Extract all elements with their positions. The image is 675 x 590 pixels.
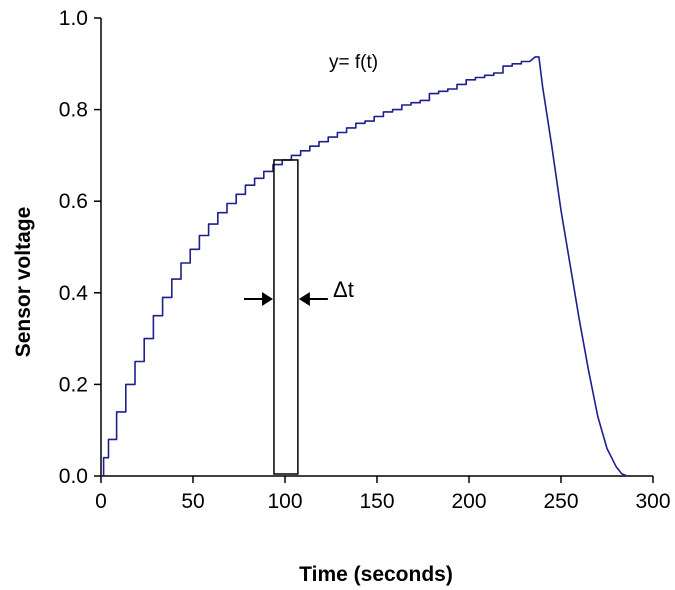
delta-t-strip xyxy=(273,159,299,475)
left-arrow-head xyxy=(261,292,273,306)
tick-marks xyxy=(94,17,654,483)
y-tick-label: 0.8 xyxy=(59,99,88,122)
y-tick-label: 0.4 xyxy=(59,282,89,305)
function-label: y= f(t) xyxy=(329,52,378,73)
y-tick-label: 0.0 xyxy=(59,465,88,488)
series-layer xyxy=(101,56,628,477)
x-tick-label: 300 xyxy=(635,490,670,513)
right-arrow-head xyxy=(298,292,310,306)
x-tick-label: 250 xyxy=(543,490,578,513)
x-tick-label: 100 xyxy=(267,490,302,513)
y-axis-title: Sensor voltage xyxy=(12,207,35,358)
x-tick-label: 200 xyxy=(451,490,486,513)
tick-labels: 0.0 0.2 0.4 0.6 0.8 1.0 0 50 100 150 200 250 300 xyxy=(59,7,671,513)
delta-t-label: Δt xyxy=(333,277,354,302)
x-tick-label: 150 xyxy=(359,490,394,513)
y-tick-label: 1.0 xyxy=(59,7,88,30)
y-tick-label: 0.6 xyxy=(59,190,88,213)
x-axis-title: Time (seconds) xyxy=(299,563,453,586)
x-tick-label: 50 xyxy=(181,490,204,513)
annotation-layer: Δt y= f(t) xyxy=(243,52,378,475)
x-tick-label: 0 xyxy=(95,490,107,513)
y-tick-label: 0.2 xyxy=(59,373,88,396)
data-line xyxy=(101,56,628,477)
axes xyxy=(100,18,653,477)
